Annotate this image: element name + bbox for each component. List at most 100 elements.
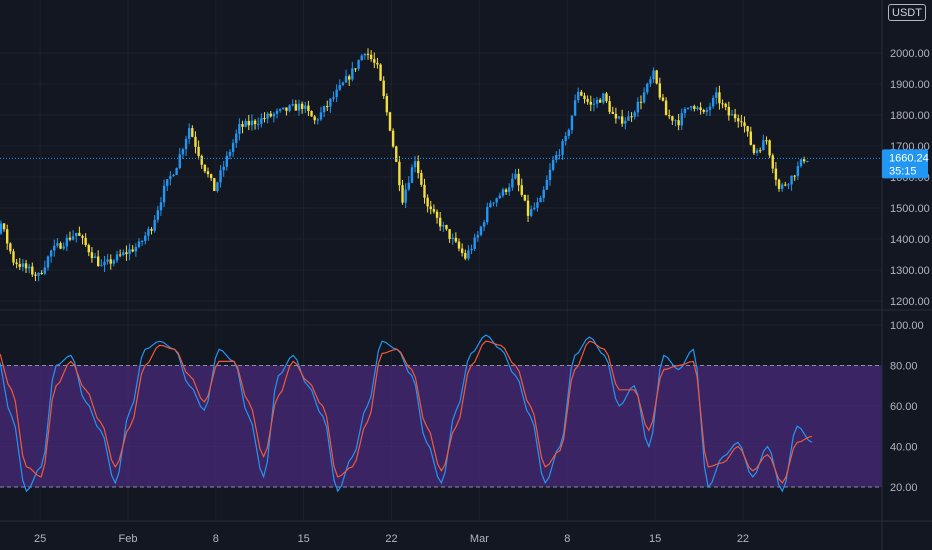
candle-body [724,103,727,107]
candle-body [658,83,662,98]
currency-unit-badge[interactable]: USDT [888,4,926,21]
candle-body [454,237,458,242]
candle-body [771,155,774,169]
stoch-lines [0,334,813,493]
candle-body [752,144,756,153]
candle-body [351,68,354,80]
candle-body [53,245,56,251]
candle-body [586,99,589,102]
candle-body [326,106,329,108]
candle-body [479,226,483,236]
candle-body [410,167,414,183]
candle-body [668,115,671,117]
candle-body [291,104,294,106]
stoch-tick-label: 80.00 [890,361,918,373]
candle-body [12,251,15,263]
candle-body [62,246,65,249]
time-tick-label: 15 [649,533,661,545]
candle-body [649,79,652,84]
stoch-tick-label: 20.00 [890,482,918,494]
candle-body [178,154,181,169]
candle-body [307,105,310,112]
candle-body [404,189,407,203]
candle-body [71,236,75,240]
candle-body [711,97,715,107]
time-tick-label: 25 [34,533,46,545]
candle-body [338,85,341,90]
time-tick-label: 22 [385,533,397,545]
candle-body [624,120,627,124]
current-price-label: 1660.24 [889,152,929,164]
time-tick-label: 8 [564,533,570,545]
candle-body [219,170,222,183]
candle-body [555,154,558,160]
candle-body [288,105,291,111]
candle-body [774,168,778,180]
candle-body [489,203,492,208]
candle-body [683,108,687,114]
candle-body [674,120,677,122]
candle-body [153,219,156,231]
price-tick-label: 1300.00 [890,265,930,277]
candle-body [520,185,523,195]
candle-body [379,64,382,81]
candle-body [197,146,200,156]
candle-body [787,184,790,186]
candle-body [297,103,301,111]
candle-body [762,140,765,151]
candle-body [46,256,50,268]
candle-body [749,131,752,145]
candle-body [241,124,244,127]
candle-body [278,109,282,111]
candle-body [677,120,680,126]
candle-body [498,195,501,199]
candle-body [523,194,527,201]
band-fill [0,365,882,487]
candle-body [718,92,721,104]
candle-body [608,101,611,112]
stoch-tick-label: 40.00 [890,442,918,454]
candle-body [721,103,724,105]
candle-body [448,229,451,239]
candle-body [646,83,649,93]
candle-body [0,223,3,234]
candle-body [627,116,630,121]
candle-body [696,107,699,110]
candle-body [247,120,250,126]
candle-body [407,182,411,190]
candle-body [420,172,423,185]
candle-body [187,128,191,139]
candle-body [508,187,511,192]
candle-body [100,265,103,267]
candle-body [244,120,247,127]
candle-body [84,237,87,246]
candle-body [137,241,141,248]
candle-body [6,229,9,244]
candle-body [115,254,119,261]
candle-body [128,249,131,255]
candle-body [642,92,646,103]
candle-body [686,107,690,109]
candle-body [34,274,37,276]
candle-body [172,174,175,177]
candle-body [495,198,498,203]
candle-body [385,95,389,113]
candle-body [231,142,235,152]
candle-body [740,121,743,123]
candle-body [75,232,78,237]
candle-body [360,55,363,61]
candle-body [564,135,567,142]
candle-body [708,106,712,110]
price-tick-label: 1500.00 [890,203,930,215]
candle-body [369,54,373,60]
candle-body [580,91,583,96]
candle-body [790,175,793,185]
candle-body [799,159,803,167]
candle-body [347,76,351,80]
candle-body [445,225,448,230]
candle-body [432,209,436,212]
candle-body [65,237,69,247]
candle-body [457,241,461,249]
candles[interactable] [0,48,809,305]
candle-body [27,266,31,269]
